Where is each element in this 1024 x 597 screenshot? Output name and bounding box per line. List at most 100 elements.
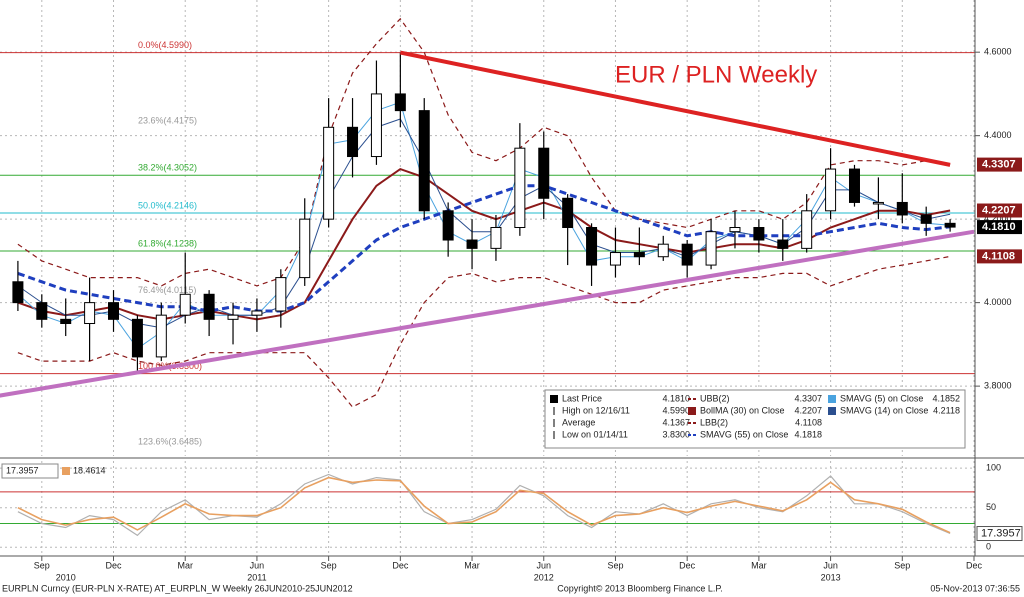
legend-value: 4.1810 — [662, 393, 690, 403]
legend-value: 4.1852 — [932, 393, 960, 403]
year-label: 2011 — [247, 572, 266, 582]
candle-body — [872, 201, 884, 205]
x-tick-label: Mar — [177, 560, 193, 570]
legend-label: SMAVG (14) on Close — [840, 405, 928, 415]
footer-right: 05-Nov-2013 07:36:55 — [930, 583, 1020, 593]
price-tag-label: 4.1108 — [982, 250, 1015, 262]
price-tag-label: 17.3957 — [981, 527, 1021, 539]
fib-label: 123.6%(3.6485) — [138, 437, 202, 447]
fib-label: 61.8%(4.1238) — [138, 238, 197, 248]
legend-swatch — [62, 467, 70, 475]
candle-body — [323, 126, 335, 220]
price-tag-label: 4.2207 — [982, 204, 1016, 216]
x-tick-label: Dec — [392, 560, 409, 570]
price-tag — [977, 203, 1022, 218]
candle-body — [84, 302, 96, 325]
legend-value: 4.3307 — [794, 393, 822, 403]
chart-title: EUR / PLN Weekly — [615, 61, 817, 88]
x-tick-label: Sep — [894, 560, 910, 570]
candle-body — [466, 239, 478, 249]
fib-label: 38.2%(4.3052) — [138, 163, 197, 173]
legend-label: BollMA (30) on Close — [700, 405, 785, 415]
candle-body — [753, 227, 765, 241]
candle-body — [394, 93, 406, 112]
legend-value: 4.2118 — [933, 405, 960, 415]
legend-swatch — [688, 407, 696, 415]
fib-label: 50.0%(4.2146) — [138, 200, 197, 210]
candle-body — [275, 277, 287, 312]
footer-left: EURPLN Curncy (EUR-PLN X-RATE) AT_EURPLN… — [2, 583, 353, 593]
candle-body — [920, 214, 932, 224]
candle-body — [155, 314, 167, 358]
fib-label: 23.6%(4.4175) — [138, 116, 197, 126]
legend-value: 4.1818 — [794, 429, 822, 439]
legend-label: LBB(2) — [700, 417, 728, 427]
candle-body — [538, 147, 550, 199]
indicator-plot — [0, 461, 975, 556]
fib-label: 76.4%(4.0115) — [138, 285, 196, 295]
candle-body — [442, 210, 454, 241]
legend-value: 18.4614 — [73, 465, 106, 475]
oscillator-line — [17, 473, 951, 537]
overlay: Sep Dec Mar Jun Sep Dec Mar Jun Sep Dec Mar Jun Sep D… — [1, 47, 1023, 582]
candle-body — [251, 310, 263, 316]
candle-body — [848, 168, 860, 203]
candle-body — [896, 201, 908, 216]
x-tick-label: Jun — [536, 560, 551, 570]
candle-body — [227, 314, 239, 320]
x-tick-label: Jun — [823, 560, 838, 570]
candle-body — [825, 168, 837, 212]
indicator-line — [17, 184, 951, 313]
price-tag — [976, 526, 1023, 542]
candle-body — [657, 243, 669, 258]
x-tick-label: Mar — [751, 560, 767, 570]
fib-label: 0.0%(4.5990) — [138, 40, 192, 50]
y-tick-label: 4.0000 — [984, 297, 1012, 307]
indicator-line — [17, 255, 951, 408]
x-tick-label: Sep — [34, 560, 50, 570]
candle-body — [203, 293, 215, 320]
candle-body — [131, 318, 143, 358]
indicator-line — [17, 101, 951, 350]
legend-label: SMAVG (5) on Close — [840, 393, 923, 403]
x-tick-label: Dec — [966, 560, 983, 570]
legend-swatch — [828, 395, 836, 403]
candle-body — [562, 197, 574, 228]
legend-swatch — [550, 395, 558, 403]
year-label: 2012 — [534, 572, 554, 582]
legend-label: UBB(2) — [700, 393, 730, 403]
y-tick-label: 4.2000 — [984, 214, 1012, 224]
oscillator-line — [17, 476, 951, 534]
candle-body — [633, 252, 645, 258]
price-tag — [977, 249, 1022, 264]
candle-body — [705, 231, 717, 266]
y-tick-label: 50 — [986, 502, 996, 512]
price-tag — [977, 220, 1022, 235]
candle-body — [179, 293, 191, 316]
legend-box — [544, 389, 966, 449]
indicator-line — [17, 17, 951, 287]
x-tick-label: Dec — [679, 560, 696, 570]
candle-body — [490, 227, 502, 249]
price-tag — [977, 157, 1022, 172]
candle-body — [60, 318, 72, 325]
y-tick-label: 0 — [986, 542, 991, 552]
legend-value: 4.1367 — [662, 417, 690, 427]
x-tick-label: Mar — [464, 560, 480, 570]
candle-body — [777, 239, 789, 249]
candle-body — [299, 218, 311, 279]
candle-body — [418, 110, 430, 212]
candle-body — [514, 147, 526, 229]
x-tick-label: Dec — [106, 560, 123, 570]
legend-value: 4.5990 — [662, 405, 690, 415]
candle-body — [108, 302, 120, 320]
year-label: 2013 — [821, 572, 841, 582]
x-tick-label: Jun — [250, 560, 265, 570]
price-tag-label: 4.1810 — [982, 221, 1016, 233]
candle-body — [609, 252, 621, 266]
candle-body — [12, 281, 24, 304]
y-tick-label: 4.6000 — [984, 47, 1012, 57]
legend-swatch — [828, 407, 836, 415]
candle-body — [370, 93, 382, 158]
